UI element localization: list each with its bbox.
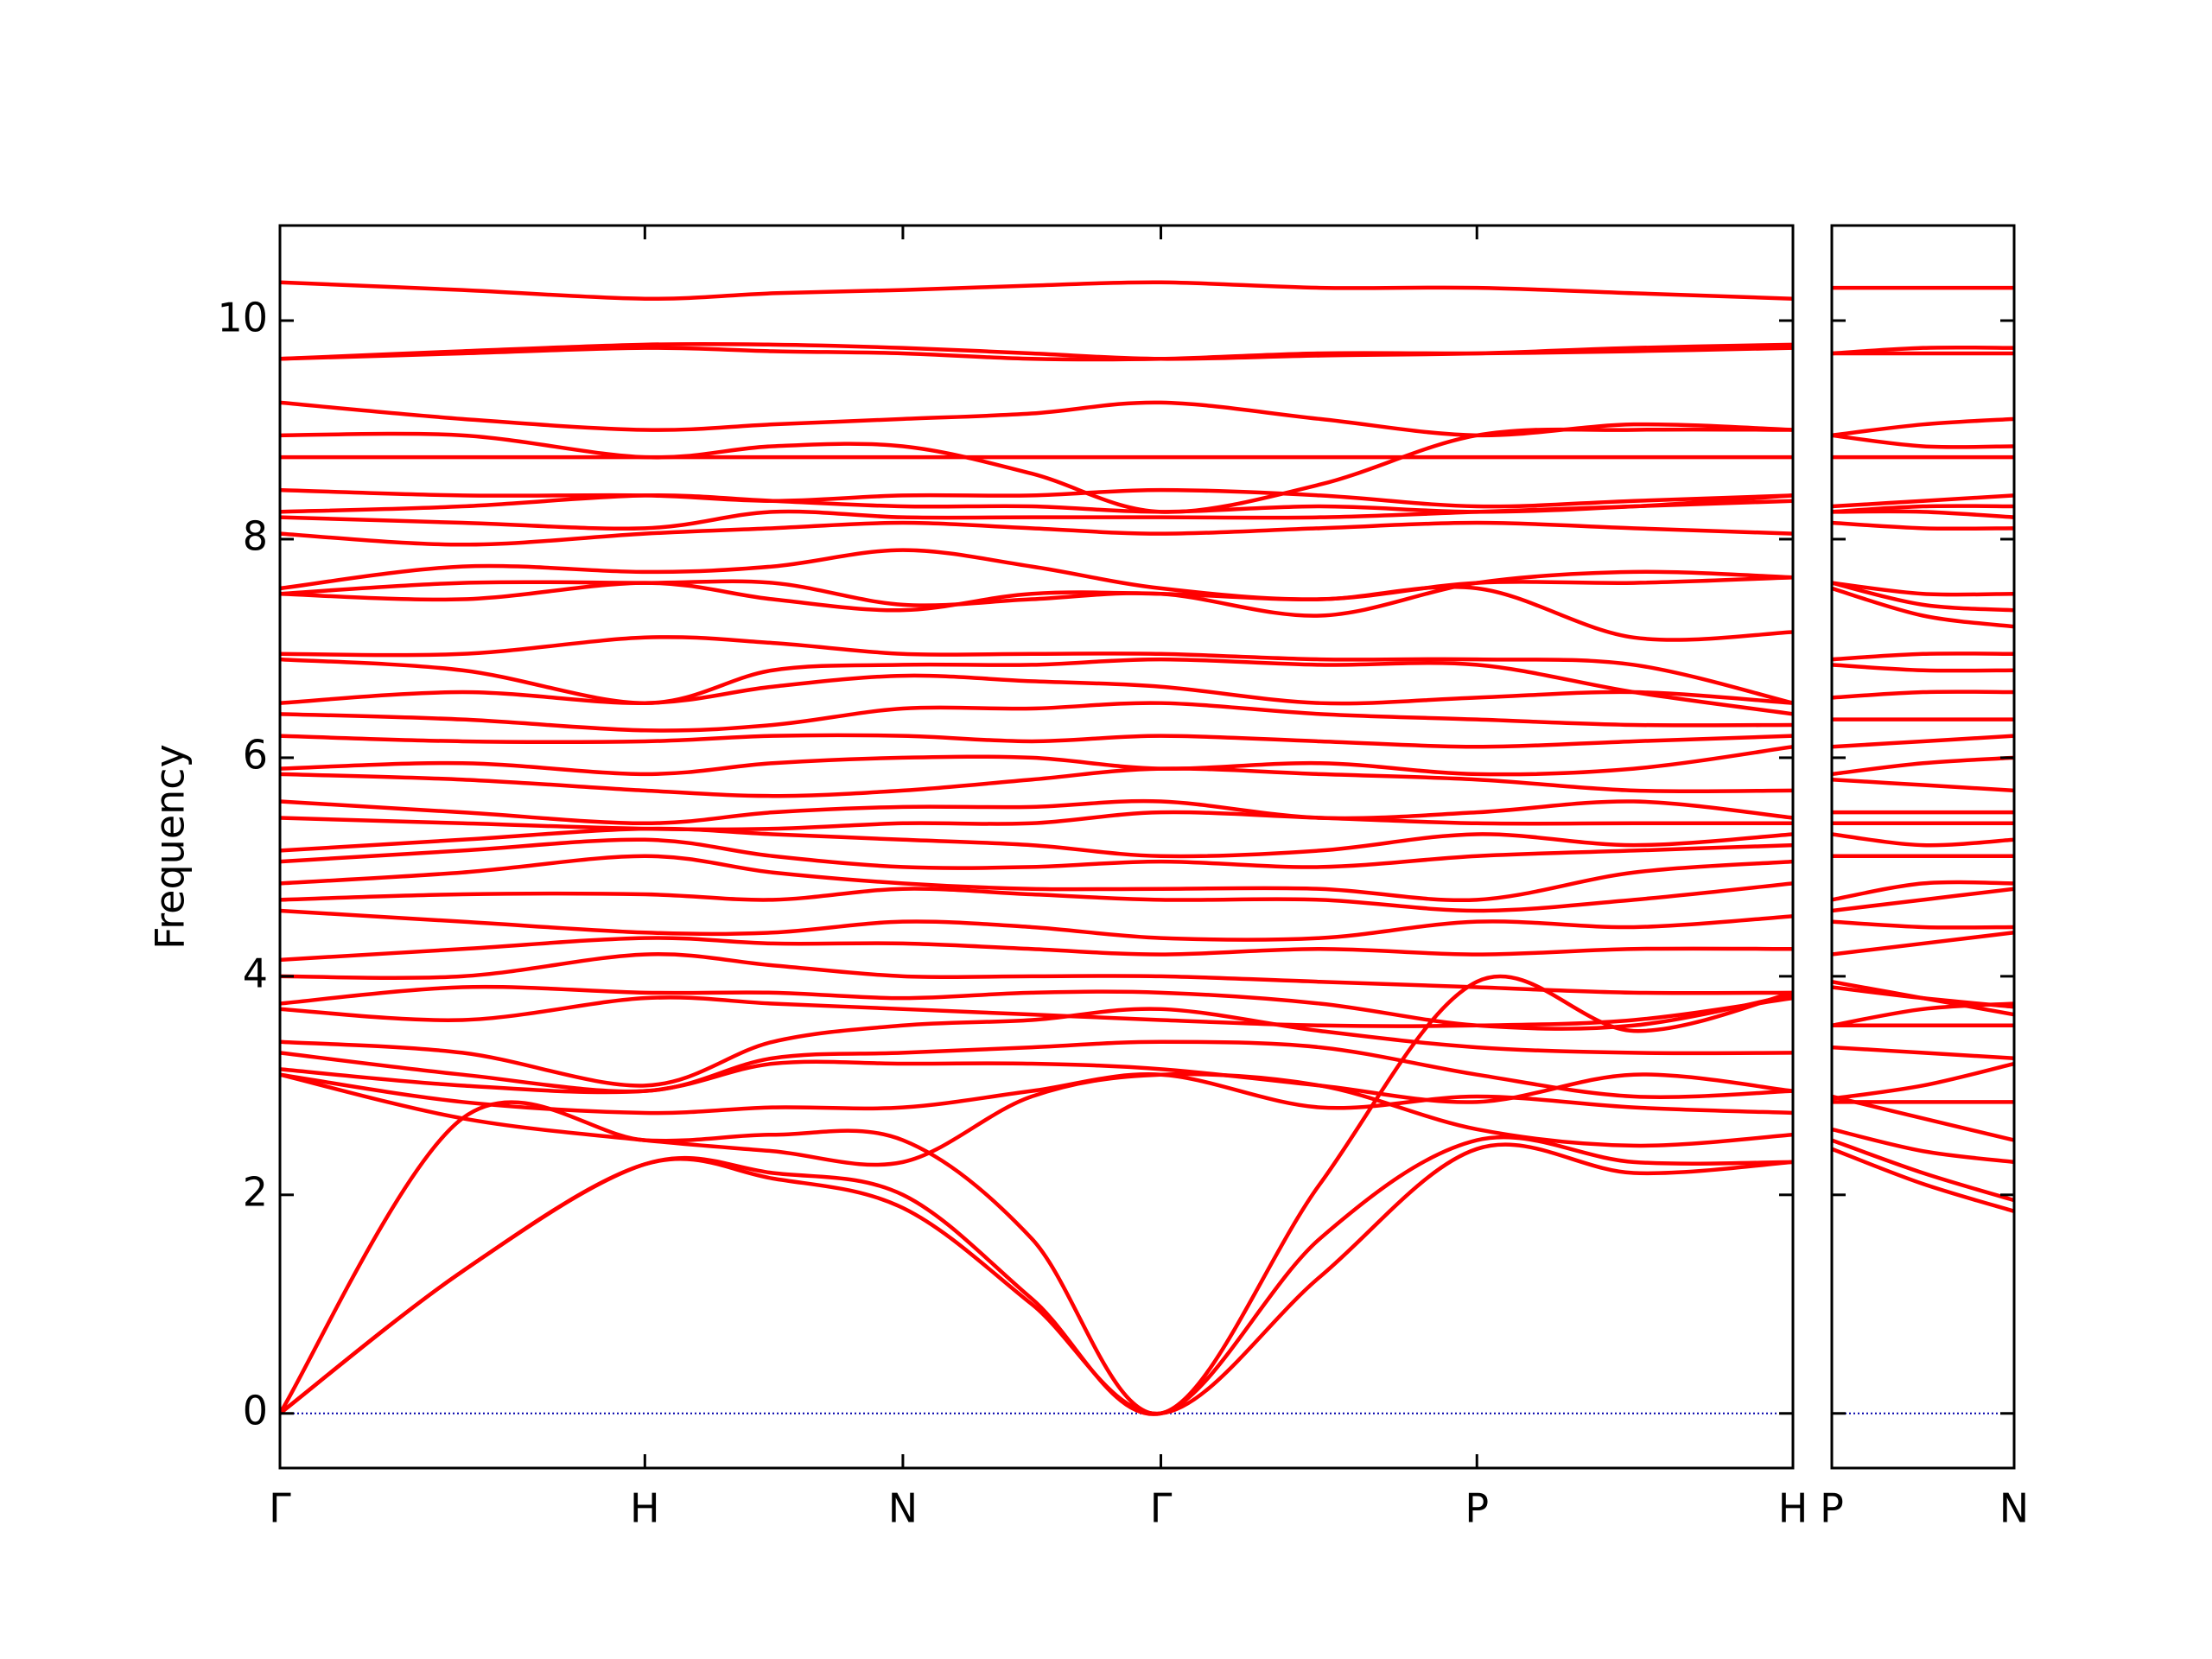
band-line — [1832, 509, 2014, 519]
band-line — [280, 635, 1793, 705]
band-line — [280, 1059, 1793, 1104]
band-line — [1832, 832, 2014, 848]
band-line — [280, 493, 1793, 514]
x-tick-label: H — [1778, 1485, 1808, 1532]
band-line — [1832, 586, 2014, 629]
x-tick-label: H — [630, 1485, 660, 1532]
band-line — [280, 548, 1793, 601]
band-line — [1832, 1061, 2014, 1101]
x-tick-label: P — [1820, 1485, 1844, 1532]
band-line — [1832, 880, 2014, 902]
y-tick-label: 0 — [243, 1387, 268, 1433]
band-line — [1832, 931, 2014, 957]
band-line — [280, 745, 1793, 777]
band-line — [1832, 690, 2014, 700]
band-line — [1832, 1127, 2014, 1165]
band-line — [280, 854, 1793, 903]
band-line — [280, 908, 1793, 942]
band-line — [280, 1039, 1793, 1099]
band-line — [280, 341, 1793, 361]
y-tick-label: 2 — [243, 1168, 268, 1215]
band-line — [1832, 345, 2014, 356]
band-line — [280, 701, 1793, 733]
band-line — [280, 826, 1793, 859]
band-line — [280, 974, 1793, 1416]
band-line — [280, 1072, 1793, 1116]
band-line — [1832, 734, 2014, 749]
band-line — [280, 1007, 1793, 1088]
band-line — [280, 427, 1793, 514]
y-axis-label: Frequency — [147, 744, 194, 950]
band-line — [1832, 663, 2014, 673]
band-line — [280, 280, 1793, 302]
band-line — [280, 984, 1793, 1031]
band-line — [280, 766, 1793, 798]
band-line — [280, 520, 1793, 547]
y-tick-label: 6 — [243, 731, 268, 778]
y-tick-label: 8 — [243, 512, 268, 559]
band-line — [280, 798, 1793, 826]
band-line — [280, 487, 1793, 509]
band-line — [280, 995, 1793, 1028]
band-line — [1832, 520, 2014, 531]
band-line — [1832, 493, 2014, 509]
band-line — [280, 569, 1793, 618]
band-line — [280, 881, 1793, 913]
band-line — [280, 733, 1793, 749]
band-line — [1832, 777, 2014, 793]
band-line — [1832, 1045, 2014, 1060]
band-line — [280, 400, 1793, 438]
band-line — [1832, 755, 2014, 777]
x-tick-label: Γ — [1150, 1485, 1173, 1532]
band-line — [280, 952, 1793, 995]
band-line — [280, 810, 1793, 832]
band-line — [1832, 985, 2014, 1009]
band-line — [1832, 433, 2014, 449]
band-line — [280, 581, 1793, 642]
band-line — [280, 1142, 1793, 1416]
plot-frame — [278, 224, 1795, 1470]
y-tick-label: 10 — [217, 295, 268, 341]
band-line — [1832, 919, 2014, 930]
band-line — [1832, 1001, 2014, 1027]
band-line — [1832, 1147, 2014, 1213]
band-line — [1832, 416, 2014, 438]
x-tick-label: N — [1999, 1485, 2029, 1532]
band-line — [280, 936, 1793, 963]
y-tick-label: 4 — [243, 950, 268, 996]
band-line — [280, 1135, 1793, 1416]
x-tick-label: Γ — [269, 1485, 291, 1532]
plot-frame — [1830, 224, 2016, 1470]
band-line — [1832, 887, 2014, 913]
band-line — [280, 1071, 1793, 1167]
band-line — [1832, 581, 2014, 613]
x-tick-label: P — [1465, 1485, 1489, 1532]
band-line — [1832, 1138, 2014, 1203]
band-line — [280, 837, 1793, 870]
band-line — [1832, 581, 2014, 597]
band-line — [280, 657, 1793, 716]
band-line — [1832, 652, 2014, 662]
band-line — [280, 673, 1793, 706]
x-tick-label: N — [888, 1485, 918, 1532]
band-line — [1832, 504, 2014, 514]
